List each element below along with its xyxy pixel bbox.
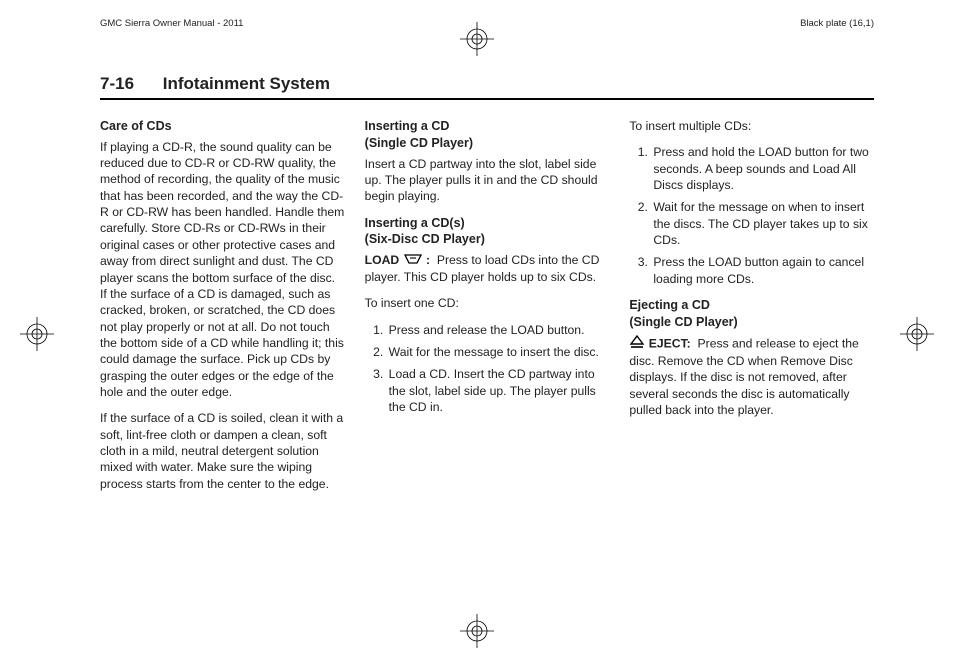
heading-insert-six: Inserting a CD(s) (Six-Disc CD Player) — [365, 215, 610, 249]
registration-mark-right — [900, 317, 934, 351]
page-number: 7-16 — [100, 74, 134, 93]
paragraph: If the surface of a CD is soiled, clean … — [100, 410, 345, 492]
chapter-header: 7-16 Infotainment System — [100, 74, 874, 100]
registration-mark-bottom — [460, 614, 494, 648]
eject-label: EJECT: — [649, 336, 691, 350]
paragraph: If playing a CD-R, the sound quality can… — [100, 139, 345, 401]
manual-title: GMC Sierra Owner Manual - 2011 — [100, 18, 243, 29]
list-item: Load a CD. Insert the CD partway into th… — [387, 366, 610, 415]
load-description: Press to load CDs into the CD player. Th… — [365, 253, 600, 284]
list-item: Wait for the message on when to insert t… — [651, 199, 874, 248]
load-slot-icon — [403, 253, 423, 269]
print-header: GMC Sierra Owner Manual - 2011 Black pla… — [100, 18, 874, 29]
registration-mark-left — [20, 317, 54, 351]
heading-care-of-cds: Care of CDs — [100, 118, 345, 135]
paragraph: To insert one CD: — [365, 295, 610, 311]
list-item: Press and hold the LOAD button for two s… — [651, 144, 874, 193]
column-1: Care of CDs If playing a CD-R, the sound… — [100, 118, 345, 502]
column-3: To insert multiple CDs: Press and hold t… — [629, 118, 874, 502]
ordered-list-insert-one: Press and release the LOAD button. Wait … — [365, 322, 610, 416]
paragraph: EJECT: Press and release to eject the di… — [629, 335, 874, 419]
load-label: LOAD — [365, 253, 400, 267]
chapter-title: Infotainment System — [163, 74, 330, 93]
column-2: Inserting a CD (Single CD Player) Insert… — [365, 118, 610, 502]
paragraph: Insert a CD partway into the slot, label… — [365, 156, 610, 205]
content-frame: 7-16 Infotainment System Care of CDs If … — [100, 74, 874, 618]
paragraph: LOAD : Press to load CDs into the CD pla… — [365, 252, 610, 285]
paragraph: To insert multiple CDs: — [629, 118, 874, 134]
eject-icon — [629, 335, 645, 353]
page: GMC Sierra Owner Manual - 2011 Black pla… — [0, 0, 954, 668]
ordered-list-insert-multi: Press and hold the LOAD button for two s… — [629, 144, 874, 287]
list-item: Press and release the LOAD button. — [387, 322, 610, 338]
heading-eject-single: Ejecting a CD (Single CD Player) — [629, 297, 874, 331]
columns: Care of CDs If playing a CD-R, the sound… — [100, 118, 874, 502]
plate-label: Black plate (16,1) — [800, 18, 874, 29]
list-item: Wait for the message to insert the disc. — [387, 344, 610, 360]
heading-insert-single: Inserting a CD (Single CD Player) — [365, 118, 610, 152]
list-item: Press the LOAD button again to cancel lo… — [651, 254, 874, 287]
